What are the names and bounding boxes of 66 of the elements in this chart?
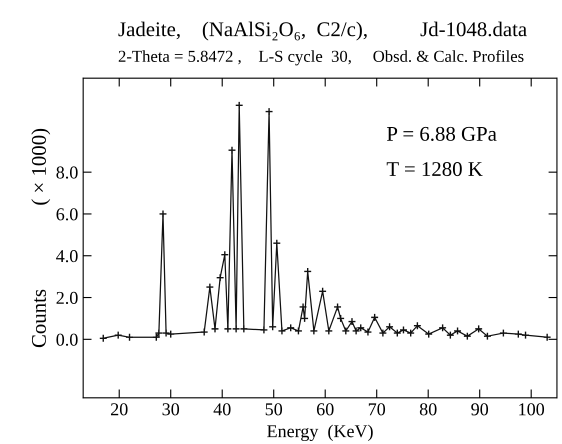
y-tick-label: 2.0 [56,292,78,304]
point [166,330,175,338]
point [324,326,333,336]
point [268,322,277,331]
y-tick-label: 8.0 [56,166,78,179]
chart-subtitle: 2-Theta = 5.8472 , L-S cycle 30, Obsd. & Calc. Profiles [118,50,524,66]
point [370,313,379,322]
point [385,322,394,331]
point [499,328,508,338]
point [158,210,168,218]
point [446,330,455,340]
x-tick-label: 50 [266,403,282,416]
point [542,333,552,342]
point [463,332,472,340]
point [483,332,492,340]
point [514,330,522,338]
point [294,326,303,336]
y-tick-label: 4.0 [56,250,78,262]
point [260,326,268,334]
point [300,314,309,323]
x-tick-label: 20 [110,403,128,416]
annotation: T = 1280 K [386,162,483,176]
x-tick-label: 60 [316,403,334,416]
point [224,324,232,334]
point [453,326,462,336]
point [278,326,286,336]
point [348,317,356,326]
x-tick-label: 70 [368,403,386,416]
chart-title: Jadeite, (NaAlSi₂O₆, C2/c), Jd-1048.data [118,22,527,41]
point [406,328,415,338]
point [216,274,224,282]
point [333,302,342,312]
y-tick-label: 6.0 [56,208,78,220]
y-tick-label: 0.0 [56,334,78,346]
point [438,324,447,332]
x-tick-label: 30 [162,403,180,416]
point [413,322,422,330]
x-tick-label: 40 [214,403,231,416]
point [272,239,281,248]
point [228,146,236,154]
point [336,314,345,323]
x-tick-label: 80 [420,403,437,416]
point [364,328,372,336]
point [200,328,208,336]
point [264,107,274,116]
point [474,324,483,334]
point [240,324,248,334]
x-tick-label: 90 [471,403,488,416]
point [125,333,134,342]
point [206,282,214,292]
point [424,330,433,338]
point [99,334,108,342]
point [342,326,350,336]
point [235,101,244,110]
x-axis-title: Energy (KeV) [267,424,373,442]
point [162,328,170,338]
point [232,324,240,334]
point [286,324,295,332]
point [114,330,122,340]
point [521,330,530,340]
point [210,324,220,334]
y-axis-title: Counts ( × 1000) [31,128,50,348]
point [154,328,164,338]
x-tick-label: 100 [519,403,544,416]
annotation: P = 6.88 GPa [386,126,497,141]
point [378,328,388,338]
